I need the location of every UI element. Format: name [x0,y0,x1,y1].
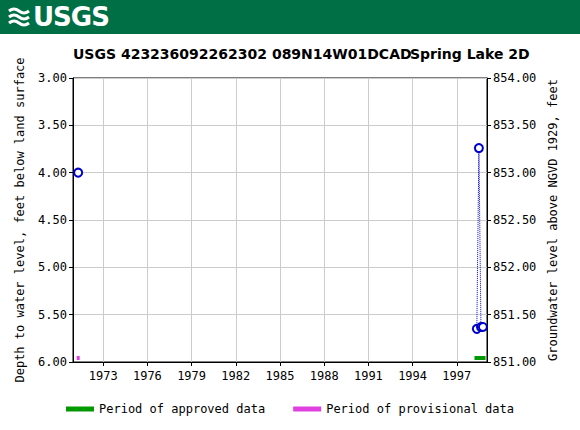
svg-text:USGS 423236092262302 089N14W01: USGS 423236092262302 089N14W01DCAD [73,46,412,62]
svg-text:1997: 1997 [442,369,471,383]
html-text:USGS: USGS [33,2,109,32]
svg-text:5.50: 5.50 [38,308,67,322]
svg-text:1991: 1991 [354,369,383,383]
svg-text:Depth to water level, feet bel: Depth to water level, feet below land su… [13,57,27,382]
svg-text:851.50: 851.50 [493,308,536,322]
svg-text:3.50: 3.50 [38,118,67,132]
svg-text:3.00: 3.00 [38,71,67,85]
svg-text:1985: 1985 [266,369,295,383]
svg-text:4.00: 4.00 [38,166,67,180]
svg-text:1976: 1976 [133,369,162,383]
svg-text:1979: 1979 [177,369,206,383]
svg-text:852.00: 852.00 [493,260,536,274]
svg-text:1982: 1982 [221,369,250,383]
svg-text:1994: 1994 [398,369,427,383]
svg-text:Groundwater level above NGVD 1: Groundwater level above NGVD 1929, feet [546,79,560,361]
svg-text:852.50: 852.50 [493,213,536,227]
svg-text:853.50: 853.50 [493,118,536,132]
svg-text:853.00: 853.00 [493,166,536,180]
svg-text:Period of provisional data: Period of provisional data [326,402,514,416]
svg-text:5.00: 5.00 [38,260,67,274]
svg-text:4.50: 4.50 [38,213,67,227]
svg-text:854.00: 854.00 [493,71,536,85]
svg-text:851.00: 851.00 [493,355,536,369]
svg-text:Spring Lake 2D: Spring Lake 2D [410,46,530,62]
svg-text:6.00: 6.00 [38,355,67,369]
svg-text:1973: 1973 [89,369,118,383]
svg-text:1988: 1988 [310,369,339,383]
svg-text:Period of approved data: Period of approved data [99,402,265,416]
